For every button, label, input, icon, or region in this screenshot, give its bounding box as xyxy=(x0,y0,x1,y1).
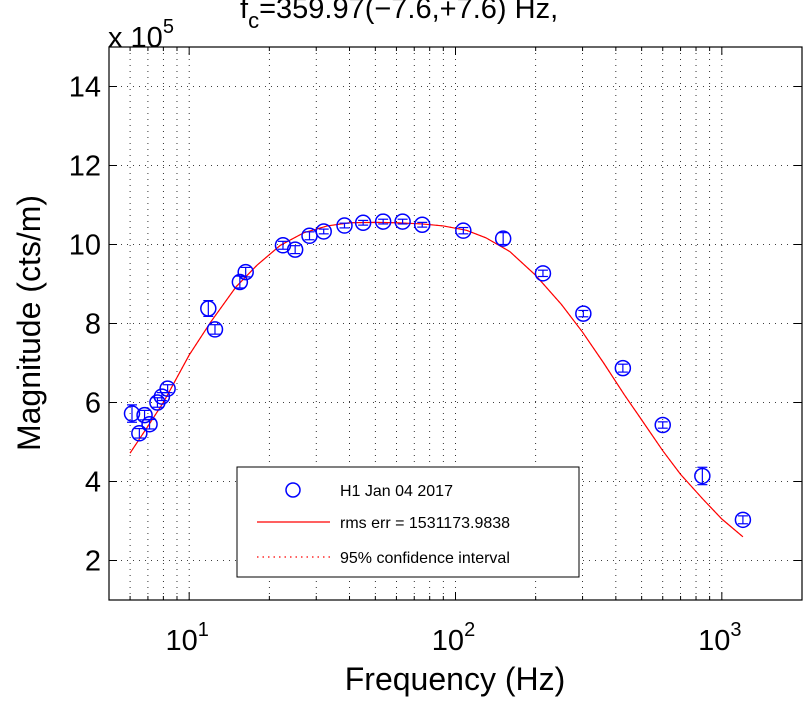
data-points xyxy=(123,213,752,529)
data-point xyxy=(123,405,141,422)
y-tick-label: 12 xyxy=(69,151,101,183)
data-point xyxy=(394,213,411,230)
data-point xyxy=(131,425,148,442)
data-point xyxy=(534,265,552,282)
data-point xyxy=(654,416,671,434)
legend-label-rms: rms err = 1531173.9838 xyxy=(340,515,510,532)
legend-marker-circle xyxy=(285,482,301,498)
data-point xyxy=(734,511,752,529)
data-point xyxy=(286,241,304,258)
data-point xyxy=(336,217,353,234)
data-point xyxy=(494,230,512,247)
data-point xyxy=(206,321,224,338)
grid-lines xyxy=(108,47,803,600)
data-point xyxy=(136,406,153,424)
data-point xyxy=(200,300,217,317)
y-tick-label: 4 xyxy=(85,467,101,499)
x-tick-labels: 101 102 103 xyxy=(165,619,741,657)
x-tick-label: 102 xyxy=(432,619,475,657)
y-tick-label: 6 xyxy=(85,388,101,420)
data-point xyxy=(141,415,158,433)
data-point xyxy=(614,359,632,377)
chart-title: fc=359.97(−7.6,+7.6) Hz, xyxy=(240,0,558,33)
y-tick-label: 8 xyxy=(85,309,101,341)
legend-label-data: H1 Jan 04 2017 xyxy=(340,483,453,500)
y-tick-labels: 2 4 6 8 10 12 14 xyxy=(69,72,101,578)
data-point xyxy=(413,216,431,233)
data-point xyxy=(354,214,372,232)
data-point xyxy=(455,222,472,239)
x-axis-title: Frequency (Hz) xyxy=(345,661,566,697)
data-point xyxy=(159,380,176,397)
data-point xyxy=(575,305,592,322)
y-tick-label: 2 xyxy=(85,546,101,578)
data-point xyxy=(374,213,392,230)
data-point xyxy=(149,394,166,411)
data-point xyxy=(694,467,711,485)
data-point xyxy=(315,223,332,240)
legend: H1 Jan 04 2017 rms err = 1531173.9838 95… xyxy=(236,466,580,578)
confidence-interval-curve xyxy=(129,221,744,538)
axis-ticks xyxy=(108,47,803,600)
legend-label-confidence: 95% confidence interval xyxy=(340,550,510,567)
fit-curves xyxy=(129,221,744,538)
x-tick-label: 101 xyxy=(165,619,208,657)
x-tick-label: 103 xyxy=(698,619,741,657)
data-point xyxy=(231,273,249,291)
y-tick-label: 10 xyxy=(69,230,101,262)
y-multiplier: x 105 xyxy=(108,16,174,54)
y-tick-label: 14 xyxy=(69,72,101,104)
y-axis-title: Magnitude (cts/m) xyxy=(11,195,47,451)
data-point xyxy=(237,263,254,281)
